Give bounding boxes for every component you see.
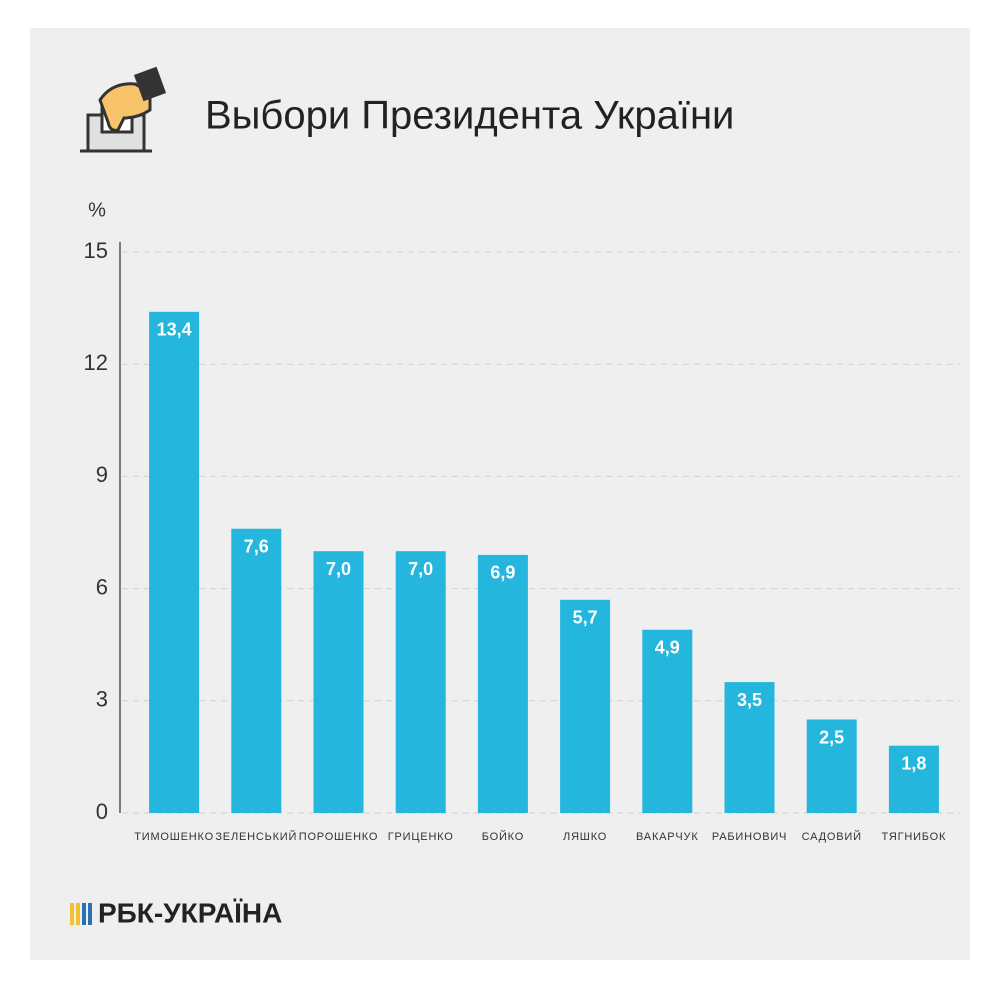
y-tick-label: 12 [84,350,108,375]
x-tick-label: ЗЕЛЕНСЬКИЙ [215,830,297,843]
x-tick-label: ГРИЦЕНКО [388,831,454,843]
bar [231,528,282,813]
value-label: 7,6 [244,537,269,557]
y-tick-label: 15 [84,238,108,263]
value-label: 6,9 [490,563,515,583]
bar [395,551,446,813]
logo [70,903,92,925]
value-label: 1,8 [901,753,926,773]
ballot-icon [80,66,167,153]
value-label: 13,4 [157,320,192,340]
logo-text: РБК-УКРАЇНА [98,897,282,928]
x-tick-label: ТЯГНИБОК [882,831,947,843]
bar [642,629,693,813]
x-tick-label: САДОВИЙ [802,830,862,843]
x-tick-label: ПОРОШЕНКО [299,831,379,843]
value-label: 5,7 [573,608,598,628]
chart-title: Выбори Президента України [205,94,734,138]
y-tick-label: 9 [96,462,108,487]
bar [806,719,857,813]
bar [724,682,775,813]
bar [313,551,364,813]
bar [149,311,200,813]
x-tick-label: БОЙКО [482,830,524,843]
value-label: 7,0 [408,559,433,579]
y-axis-label: % [88,199,106,221]
x-tick-label: РАБИНОВИЧ [712,831,787,843]
bar [560,599,611,813]
x-tick-label: ЛЯШКО [563,831,607,843]
value-label: 2,5 [819,727,844,747]
bar [477,554,528,813]
x-tick-label: ВАКАРЧУК [636,831,699,843]
value-label: 7,0 [326,559,351,579]
y-tick-label: 3 [96,687,108,712]
y-tick-label: 6 [96,574,108,599]
value-label: 4,9 [655,637,680,657]
bar [888,745,939,813]
value-label: 3,5 [737,690,762,710]
x-tick-label: ТИМОШЕНКО [134,831,214,843]
y-tick-label: 0 [96,799,108,824]
